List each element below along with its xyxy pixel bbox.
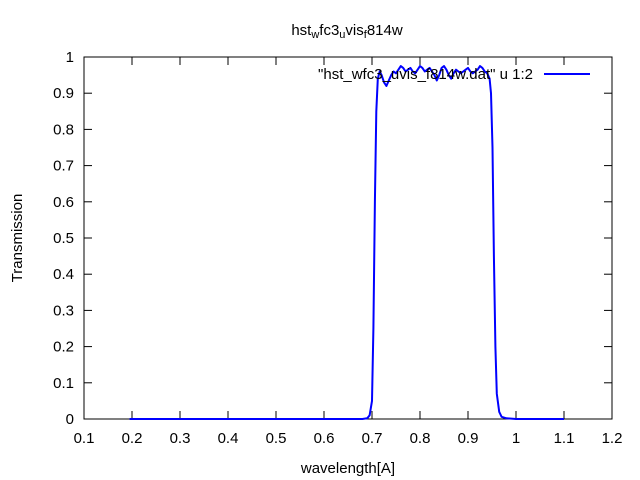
y-tick-label: 0.4 (53, 266, 74, 283)
series-layer (129, 65, 564, 420)
x-tick-label: 1.2 (602, 430, 623, 447)
plot-border (83, 56, 613, 420)
y-tick-label: 0.3 (53, 302, 74, 319)
y-tick-label: 1 (66, 49, 74, 66)
x-tick-label: 0.2 (122, 430, 143, 447)
y-tick-label: 0.5 (53, 230, 74, 247)
x-tick-label: 0.3 (170, 430, 191, 447)
x-tick-label: 0.7 (362, 430, 383, 447)
chart-title: hstwfc3uvisf814w (291, 22, 403, 41)
y-tick-label: 0.7 (53, 158, 74, 175)
y-tick-label: 0.6 (53, 194, 74, 211)
y-tick-label: 0.8 (53, 121, 74, 138)
y-axis: 0 0.1 0.2 0.3 0.4 0.5 0.6 0.7 0.8 0.9 1 (53, 49, 612, 428)
chart-title-part: w (310, 29, 319, 41)
x-tick-label: 0.9 (458, 430, 479, 447)
legend-label: "hst_wfc3_uvis_f814w.dat" u 1:2 (318, 66, 533, 83)
y-tick-label: 0.9 (53, 85, 74, 102)
x-axis: 0.1 0.2 0.3 0.4 0.5 0.6 0.7 0.8 0.9 1 1.1 1.2 (74, 57, 623, 447)
chart-title-part: u (339, 29, 345, 41)
x-tick-label: 0.8 (410, 430, 431, 447)
x-axis-title: wavelength[A] (300, 460, 395, 477)
x-tick-label: 1.1 (554, 430, 575, 447)
y-tick-label: 0.1 (53, 375, 74, 392)
plot-frame (83, 56, 613, 420)
x-tick-label: 1 (512, 430, 520, 447)
x-tick-label: 0.1 (74, 430, 95, 447)
chart-title-part: f (364, 29, 368, 41)
x-tick-label: 0.5 (266, 430, 287, 447)
chart-title-part: 814w (367, 22, 403, 39)
chart-title-part: vis (345, 22, 363, 39)
y-tick-label: 0.2 (53, 339, 74, 356)
chart-title-part: hst (291, 22, 312, 39)
series-line (129, 65, 564, 420)
y-tick-label: 0 (66, 411, 74, 428)
legend: "hst_wfc3_uvis_f814w.dat" u 1:2 (318, 66, 590, 83)
y-axis-title: Transmission (9, 194, 26, 283)
x-tick-label: 0.6 (314, 430, 335, 447)
x-tick-label: 0.4 (218, 430, 239, 447)
chart-title-part: fc3 (319, 22, 339, 39)
